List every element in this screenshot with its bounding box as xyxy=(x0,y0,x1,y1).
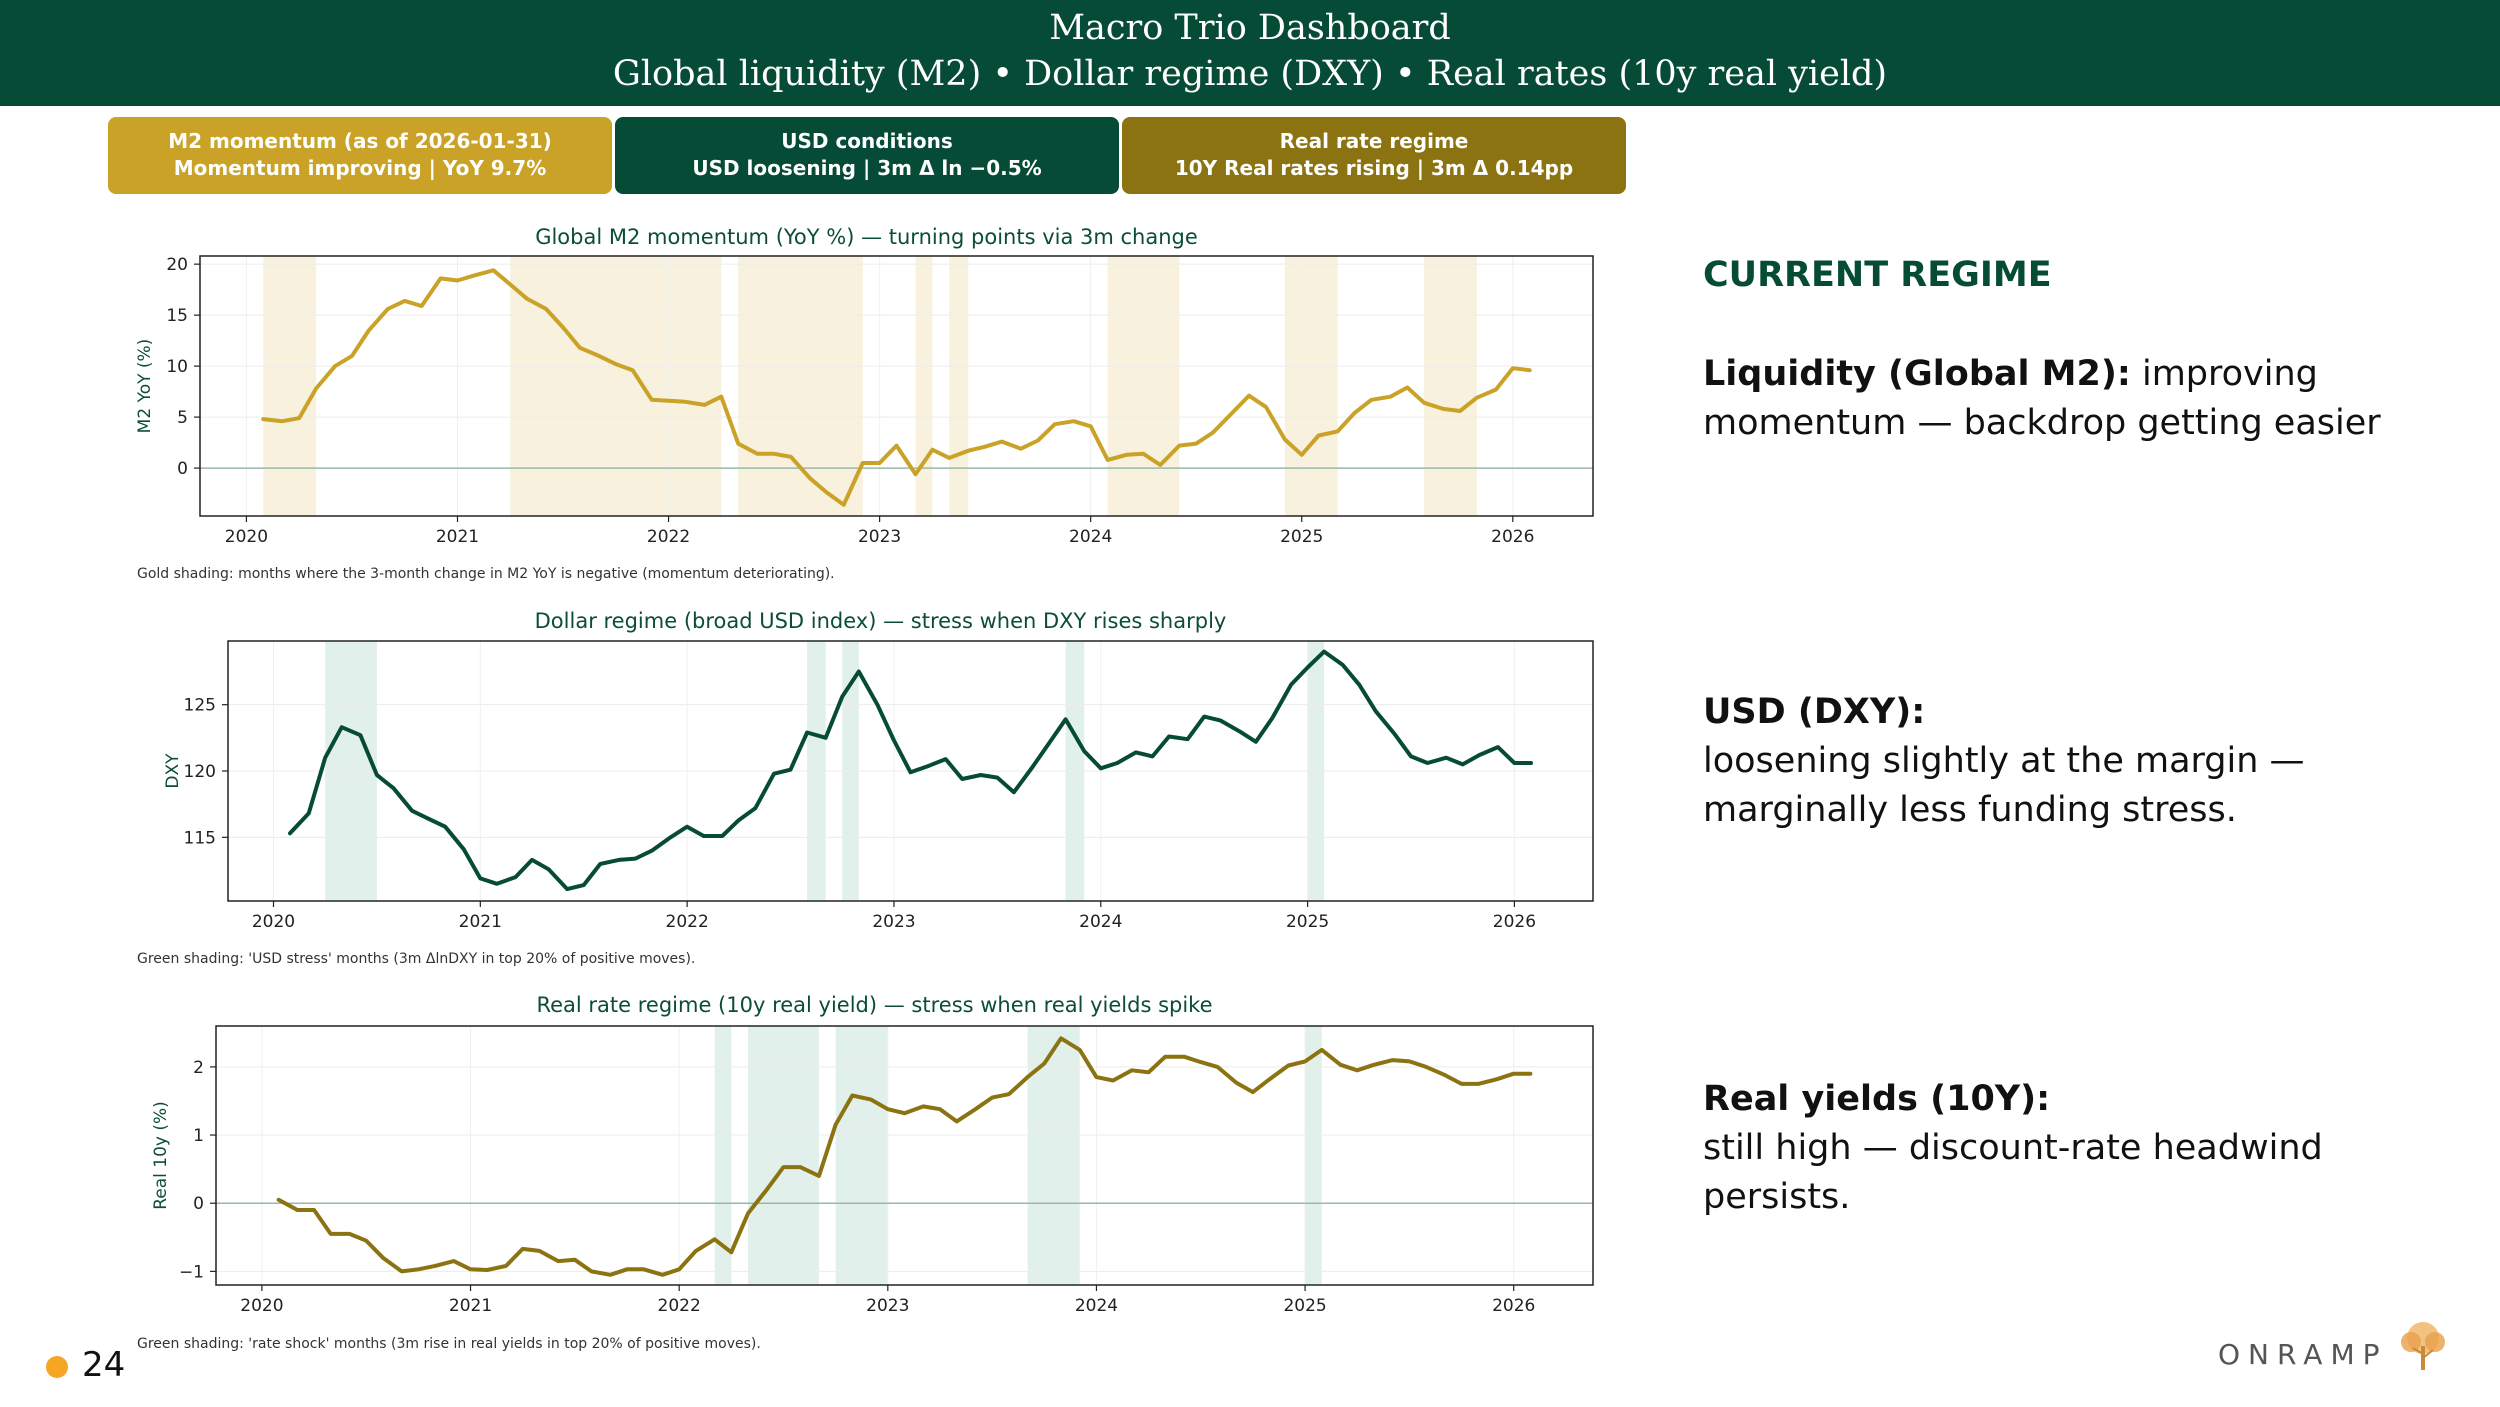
chart1-xtick-label-5: 2025 xyxy=(1280,527,1323,547)
card-usd-title: USD conditions xyxy=(781,129,953,153)
chart3-xtick-label-6: 2026 xyxy=(1492,1296,1535,1316)
chart1-xtick-label-0: 2020 xyxy=(225,527,268,547)
chart2-xtick-label-3: 2023 xyxy=(872,912,915,932)
caption-m2: Gold shading: months where the 3-month c… xyxy=(137,566,835,582)
liquidity-text: improving momentum — backdrop getting ea… xyxy=(1703,354,2381,443)
chart3-ytick-label-2: 1 xyxy=(193,1126,204,1146)
usd-label: USD (DXY): xyxy=(1703,692,1926,732)
card-usd-conditions: USD conditions USD loosening | 3m Δ ln −… xyxy=(615,117,1119,194)
card-m2-title: M2 momentum (as of 2026-01-31) xyxy=(168,129,552,153)
chart3-ytick-label-0: −1 xyxy=(179,1262,204,1282)
chart1-xtick-label-3: 2023 xyxy=(858,527,901,547)
chart3-frame xyxy=(215,1025,1594,1286)
chart1-xtick-label-6: 2026 xyxy=(1491,527,1534,547)
chart1-ytick-label-2: 10 xyxy=(166,357,188,377)
card-real-rate: Real rate regime 10Y Real rates rising |… xyxy=(1122,117,1626,194)
chart1-series-line xyxy=(261,268,1532,507)
liquidity-label: Liquidity (Global M2): xyxy=(1703,354,2131,394)
chart1-shade-0 xyxy=(263,256,317,516)
chart3-title: Real rate regime (10y real yield) — stre… xyxy=(536,993,1212,1017)
tree-logo-icon xyxy=(2401,1322,2445,1370)
card-usd-detail: USD loosening | 3m Δ ln −0.5% xyxy=(692,156,1042,180)
chart3-series-line xyxy=(276,1036,1533,1277)
chart1-frame xyxy=(199,255,1594,517)
caption-dxy: Green shading: 'USD stress' months (3m Δ… xyxy=(137,951,696,967)
card-m2-detail: Momentum improving | YoY 9.7% xyxy=(173,156,547,180)
chart3-xtick-label-0: 2020 xyxy=(240,1296,283,1316)
chart1-ytick-label-0: 0 xyxy=(177,459,188,479)
chart2-xtick-label-6: 2026 xyxy=(1493,912,1536,932)
chart1-ytick-label-4: 20 xyxy=(166,255,188,275)
page-subtitle: Global liquidity (M2) • Dollar regime (D… xyxy=(612,54,1888,94)
liquidity-summary: Liquidity (Global M2): improving momentu… xyxy=(1703,350,2443,448)
caption-real: Green shading: 'rate shock' months (3m r… xyxy=(137,1336,761,1352)
chart1-shade-7 xyxy=(1424,256,1477,516)
chart1-shade-3 xyxy=(915,256,933,516)
current-regime-heading: CURRENT REGIME xyxy=(1703,255,2052,295)
chart3-xtick-label-5: 2025 xyxy=(1283,1296,1326,1316)
chart1-ytick-label-1: 5 xyxy=(177,408,188,428)
usd-text: loosening slightly at the margin — margi… xyxy=(1703,741,2305,830)
real-label: Real yields (10Y): xyxy=(1703,1079,2051,1119)
chart3-xtick-label-1: 2021 xyxy=(449,1296,492,1316)
chart2-xtick-label-1: 2021 xyxy=(459,912,502,932)
chart1-shade-6 xyxy=(1284,256,1338,516)
usd-summary: USD (DXY): loosening slightly at the mar… xyxy=(1703,688,2443,835)
real-text: still high — discount-rate headwind pers… xyxy=(1703,1128,2323,1217)
page-dot-icon xyxy=(46,1356,68,1378)
chart1-xtick-label-4: 2024 xyxy=(1069,527,1112,547)
chart1-shade-1 xyxy=(510,256,722,516)
chart3-ylabel: Real 10y (%) xyxy=(151,1101,171,1210)
chart2-ylabel: DXY xyxy=(163,753,183,789)
chart3-shade-2 xyxy=(835,1026,888,1285)
chart3-shade-4 xyxy=(1305,1026,1322,1285)
chart1-shade-4 xyxy=(949,256,969,516)
chart2-title: Dollar regime (broad USD index) — stress… xyxy=(535,609,1227,633)
chart3-shade-3 xyxy=(1027,1026,1080,1285)
brand-wordmark: ONRAMP xyxy=(2218,1338,2388,1371)
chart2-ytick-label-2: 125 xyxy=(184,696,216,716)
page-title: Macro Trio Dashboard xyxy=(1049,8,1451,48)
chart3-xtick-label-4: 2024 xyxy=(1075,1296,1118,1316)
real-yield-summary: Real yields (10Y): still high — discount… xyxy=(1703,1075,2443,1222)
chart2-ytick-label-0: 115 xyxy=(184,828,216,848)
chart3-ytick-label-1: 0 xyxy=(193,1194,204,1214)
chart1-shade-5 xyxy=(1107,256,1180,516)
header-bar: Macro Trio Dashboard Global liquidity (M… xyxy=(0,0,2500,106)
chart3-xtick-label-2: 2022 xyxy=(658,1296,701,1316)
chart3-xtick-label-3: 2023 xyxy=(866,1296,909,1316)
card-real-title: Real rate regime xyxy=(1279,129,1469,153)
card-m2-momentum: M2 momentum (as of 2026-01-31) Momentum … xyxy=(108,117,612,194)
chart2-xtick-label-4: 2024 xyxy=(1079,912,1122,932)
chart1-title: Global M2 momentum (YoY %) — turning poi… xyxy=(535,225,1198,249)
chart1-ytick-label-3: 15 xyxy=(166,306,188,326)
chart1-shade-2 xyxy=(738,256,863,516)
charts-area: 2020 2021 2022 2023 2024 2025 202605101520Glob… xyxy=(135,225,1594,1316)
card-real-detail: 10Y Real rates rising | 3m Δ 0.14pp xyxy=(1174,156,1574,180)
chart3-shade-0 xyxy=(714,1026,732,1285)
page-number: 24 xyxy=(82,1345,126,1385)
chart2-xtick-label-0: 2020 xyxy=(252,912,295,932)
chart2-xtick-label-2: 2022 xyxy=(666,912,709,932)
chart2-xtick-label-5: 2025 xyxy=(1286,912,1329,932)
chart1-xtick-label-2: 2022 xyxy=(647,527,690,547)
chart2-ytick-label-1: 120 xyxy=(184,762,216,782)
chart1-xtick-label-1: 2021 xyxy=(436,527,479,547)
chart3-shade-1 xyxy=(748,1026,819,1285)
chart3-ytick-label-3: 2 xyxy=(193,1058,204,1078)
chart2-series-line xyxy=(288,649,1533,892)
chart1-ylabel: M2 YoY (%) xyxy=(135,339,155,434)
